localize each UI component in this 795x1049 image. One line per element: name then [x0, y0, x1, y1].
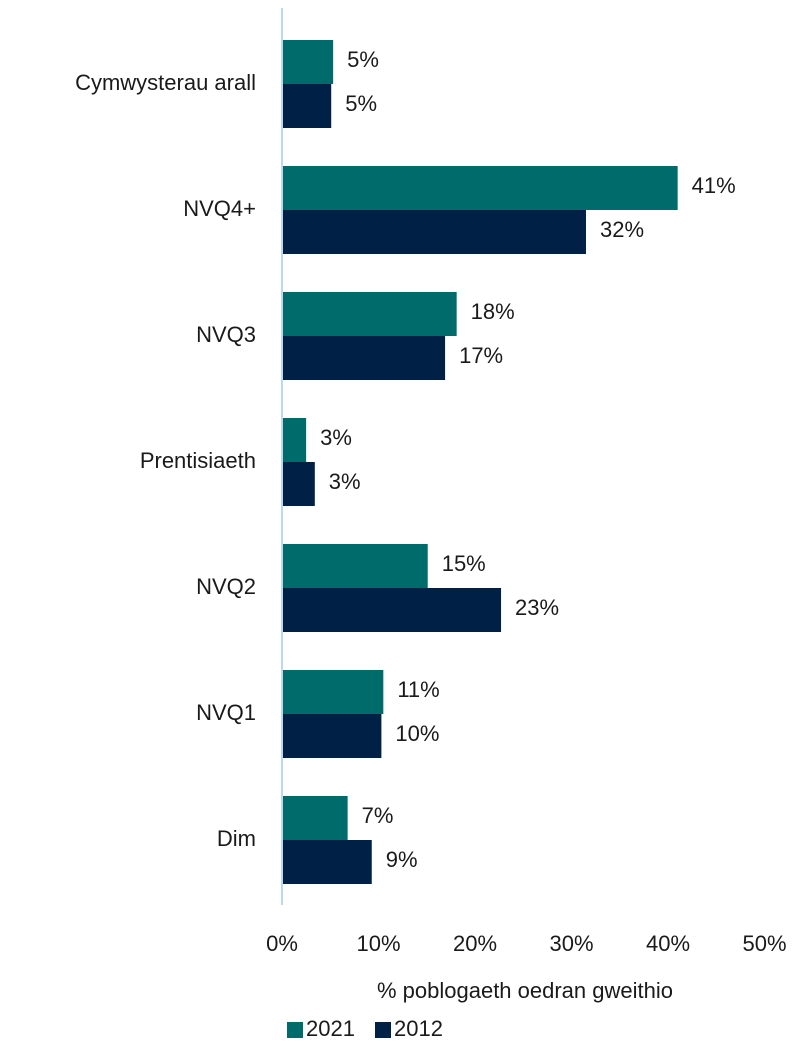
data-label: 5% [347, 47, 379, 72]
data-label: 3% [320, 425, 352, 450]
bar [282, 840, 372, 884]
bar [282, 544, 428, 588]
bar [282, 670, 384, 714]
bar [282, 84, 332, 128]
category-label: NVQ1 [196, 700, 256, 725]
x-tick-label: 30% [549, 931, 593, 956]
legend-swatch [287, 1022, 303, 1038]
bar [282, 588, 502, 632]
data-label: 7% [362, 803, 394, 828]
x-tick-label: 40% [646, 931, 690, 956]
bar [282, 714, 382, 758]
x-tick-label: 10% [356, 931, 400, 956]
data-label: 17% [459, 343, 503, 368]
legend-label: 2021 [306, 1016, 355, 1041]
bar [282, 292, 457, 336]
legend-label: 2012 [394, 1016, 443, 1041]
category-label: Dim [217, 826, 256, 851]
category-label: NVQ2 [196, 574, 256, 599]
x-tick-label: 20% [453, 931, 497, 956]
x-tick-label: 50% [742, 931, 786, 956]
bar [282, 796, 348, 840]
data-label: 32% [600, 217, 644, 242]
category-label: Prentisiaeth [140, 448, 256, 473]
data-label: 41% [692, 173, 736, 198]
bar [282, 336, 446, 380]
category-label: NVQ4+ [183, 196, 256, 221]
category-label: NVQ3 [196, 322, 256, 347]
data-label: 9% [386, 847, 418, 872]
x-tick-label: 0% [266, 931, 298, 956]
data-label: 23% [515, 595, 559, 620]
data-label: 15% [442, 551, 486, 576]
category-label: Cymwysterau arall [75, 70, 256, 95]
bar [282, 40, 334, 84]
data-label: 3% [329, 469, 361, 494]
bar [282, 166, 678, 210]
data-label: 18% [471, 299, 515, 324]
bar [282, 462, 315, 506]
legend-swatch [375, 1022, 391, 1038]
bar [282, 418, 307, 462]
bar [282, 210, 586, 254]
data-label: 10% [395, 721, 439, 746]
data-label: 5% [345, 91, 377, 116]
data-label: 11% [397, 677, 439, 702]
x-axis-label: % poblogaeth oedran gweithio [377, 978, 673, 1003]
